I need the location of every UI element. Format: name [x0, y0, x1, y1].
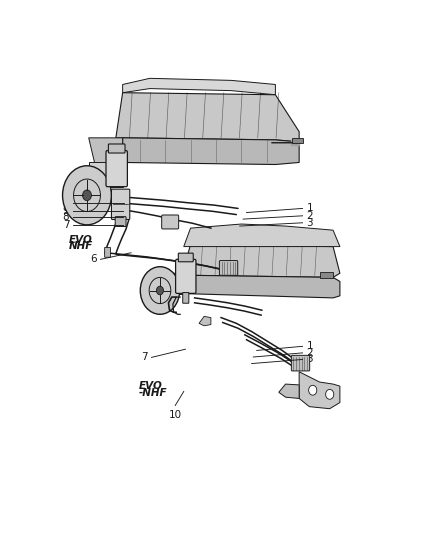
Polygon shape [199, 317, 211, 326]
FancyBboxPatch shape [115, 216, 126, 227]
Polygon shape [116, 93, 299, 142]
Text: 3: 3 [307, 354, 313, 365]
Polygon shape [299, 372, 340, 409]
Text: 2: 2 [307, 211, 313, 221]
Text: NHF: NHF [69, 241, 93, 251]
Text: 2: 2 [307, 348, 313, 358]
Text: 1: 1 [307, 341, 313, 351]
Circle shape [309, 385, 317, 395]
Text: 1: 1 [307, 204, 313, 213]
Polygon shape [320, 272, 333, 278]
Polygon shape [291, 140, 299, 145]
FancyBboxPatch shape [162, 215, 179, 229]
Text: 10: 10 [169, 409, 182, 419]
FancyBboxPatch shape [108, 144, 125, 153]
Circle shape [140, 266, 180, 314]
Polygon shape [293, 138, 303, 143]
Circle shape [156, 286, 163, 295]
Polygon shape [88, 163, 123, 187]
Circle shape [83, 190, 92, 200]
Text: 8: 8 [63, 213, 69, 222]
Text: EVO: EVO [69, 235, 93, 245]
FancyBboxPatch shape [178, 253, 193, 262]
Polygon shape [123, 78, 276, 95]
Polygon shape [88, 138, 123, 166]
FancyBboxPatch shape [111, 189, 130, 220]
Circle shape [63, 166, 111, 225]
FancyBboxPatch shape [105, 247, 110, 257]
Polygon shape [184, 224, 340, 247]
Text: 7: 7 [63, 220, 69, 230]
Text: 7: 7 [63, 198, 69, 208]
Text: EVO: EVO [139, 381, 163, 391]
FancyBboxPatch shape [176, 260, 196, 293]
Polygon shape [191, 276, 340, 298]
Text: -NHF: -NHF [139, 388, 168, 398]
Polygon shape [184, 245, 340, 277]
FancyBboxPatch shape [219, 261, 238, 276]
Text: 3: 3 [307, 218, 313, 228]
FancyBboxPatch shape [106, 150, 127, 187]
FancyBboxPatch shape [291, 356, 310, 371]
Text: 7: 7 [141, 352, 148, 362]
FancyBboxPatch shape [183, 293, 189, 303]
Text: 6: 6 [90, 254, 96, 264]
Polygon shape [123, 138, 299, 165]
Text: 9: 9 [63, 206, 69, 216]
Polygon shape [156, 273, 191, 296]
Polygon shape [279, 384, 299, 399]
Circle shape [325, 390, 334, 399]
